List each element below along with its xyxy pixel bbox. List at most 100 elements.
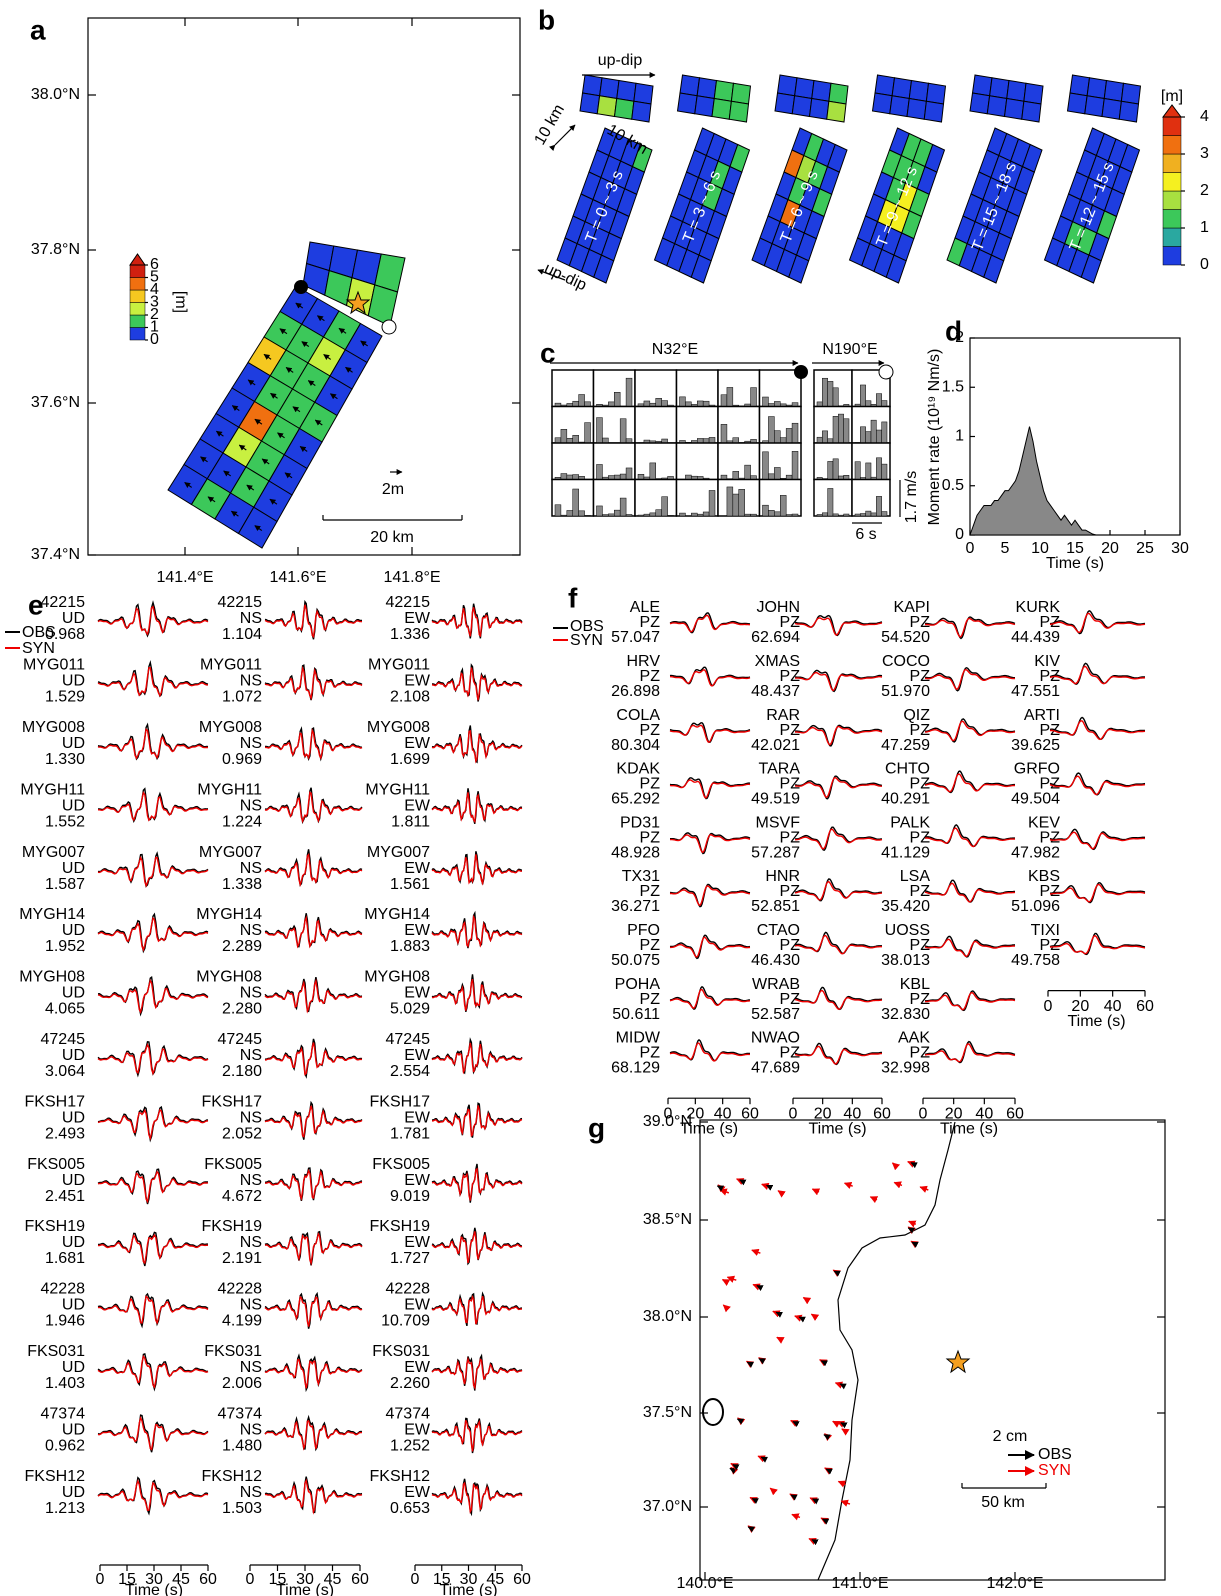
- station-name: MSVF: [756, 814, 801, 831]
- lon-tick-label: 140.0°E: [676, 1575, 733, 1592]
- component: PZ: [910, 937, 931, 954]
- lat-tick-label: 37.5°N: [643, 1404, 692, 1421]
- station-name: KBL: [900, 976, 930, 993]
- amplitude: 50.611: [612, 1006, 660, 1023]
- colorbar-bin: [1162, 172, 1182, 192]
- component: UD: [62, 1234, 85, 1251]
- station-name: GRFO: [1014, 761, 1060, 778]
- stf-bar: [827, 461, 834, 480]
- amplitude: 1.529: [45, 689, 85, 706]
- black-circle: [294, 280, 308, 294]
- stf-bar: [625, 467, 633, 480]
- obs-vector: [729, 1467, 737, 1474]
- station-name: PALK: [890, 814, 930, 831]
- x-axis-label: Time (s): [1046, 555, 1104, 572]
- component: EW: [404, 922, 431, 939]
- slip-cell: [631, 100, 652, 123]
- station-name: FKS005: [372, 1156, 430, 1173]
- synthetic-trace: [97, 1295, 209, 1325]
- amplitude: 2.451: [45, 1188, 85, 1205]
- synthetic-trace: [264, 978, 363, 1014]
- stf-bar: [584, 515, 591, 517]
- amplitude: 4.199: [222, 1313, 262, 1330]
- slip-cell: [633, 82, 654, 105]
- observed-trace: [97, 1476, 209, 1516]
- slip-cell: [1103, 79, 1125, 102]
- component: PZ: [640, 614, 661, 631]
- colorbar-bin: [129, 277, 146, 291]
- component: EW: [404, 985, 431, 1002]
- x-tick-label: 0: [919, 1105, 928, 1122]
- stf-bar: [876, 457, 882, 480]
- synthetic-trace: [431, 914, 523, 948]
- station-name: MYGH11: [197, 781, 262, 798]
- stf-cell: [551, 369, 595, 408]
- stf-bar: [708, 437, 716, 444]
- obs-vector: [751, 1497, 759, 1505]
- slip-cell: [828, 82, 849, 105]
- syn-vector: [869, 1196, 879, 1204]
- synthetic-trace: [265, 1168, 363, 1201]
- stf-bar: [619, 497, 627, 517]
- synthetic-trace: [670, 833, 751, 853]
- synthetic-trace: [924, 938, 1015, 958]
- synthetic-trace: [264, 665, 363, 701]
- stf-bar: [614, 392, 621, 407]
- observed-trace: [924, 1040, 1016, 1064]
- stf-bar: [838, 514, 844, 517]
- amplitude: 32.998: [881, 1060, 930, 1077]
- slip-cell: [983, 254, 1005, 284]
- x-tick-label: 0: [1044, 998, 1053, 1015]
- synthetic-trace: [97, 1478, 209, 1511]
- x-tick-label: 60: [1006, 1105, 1024, 1122]
- x-tick-label: 10: [1031, 540, 1049, 557]
- epicenter: [345, 290, 371, 315]
- amplitude: 51.970: [881, 683, 930, 700]
- legend-label: OBS: [570, 618, 604, 635]
- component: EW: [404, 610, 431, 627]
- observed-trace: [924, 879, 1016, 903]
- stf-bar: [785, 514, 793, 517]
- stf-bar: [832, 416, 839, 444]
- stf-bar: [560, 473, 568, 480]
- station-name: TX31: [622, 868, 660, 885]
- synthetic-trace: [924, 720, 1016, 742]
- station-name: RAR: [766, 707, 800, 724]
- colorbar-tick-label: 4: [1200, 108, 1209, 125]
- amplitude: 0.968: [45, 626, 85, 643]
- synthetic-trace: [264, 1042, 363, 1076]
- island: [702, 1398, 724, 1426]
- syn-vector: [776, 1336, 785, 1344]
- station-name: MYGH14: [364, 906, 430, 923]
- direction-label: N32°E: [652, 341, 698, 358]
- epicenter: [945, 1349, 971, 1374]
- amplitude: 0.969: [222, 751, 262, 768]
- slip-cell: [593, 254, 615, 284]
- colorbar-tick-label: 3: [150, 294, 159, 311]
- synthetic-trace: [1049, 612, 1146, 633]
- station-name: MIDW: [616, 1030, 661, 1047]
- lon-tick-label: 142.0°E: [986, 1575, 1043, 1592]
- synthetic-trace: [97, 1354, 209, 1389]
- synthetic-trace: [264, 1358, 363, 1389]
- x-tick-label: 20: [686, 1105, 704, 1122]
- component: EW: [404, 797, 431, 814]
- rake-arrow: [316, 315, 325, 322]
- station-name: COLA: [616, 707, 660, 724]
- component: PZ: [780, 937, 801, 954]
- amplitude: 26.898: [611, 683, 660, 700]
- slip-cell: [1084, 95, 1105, 118]
- syn-vector: [719, 1188, 730, 1196]
- station-name: FKSH19: [370, 1218, 431, 1235]
- slip-cell: [728, 100, 750, 123]
- y-axis-label: Moment rate (10¹⁹ Nm/s): [926, 349, 943, 526]
- obs-vector: [760, 1456, 768, 1463]
- rake-arrow: [254, 418, 263, 425]
- syn-vector: [843, 1181, 853, 1190]
- slip-cell: [874, 74, 896, 97]
- lat-tick-label: 37.0°N: [643, 1498, 692, 1515]
- slip-cell: [794, 77, 815, 100]
- observed-trace: [669, 1039, 750, 1062]
- obs-vector: [840, 1422, 848, 1429]
- stf-bar: [679, 396, 686, 407]
